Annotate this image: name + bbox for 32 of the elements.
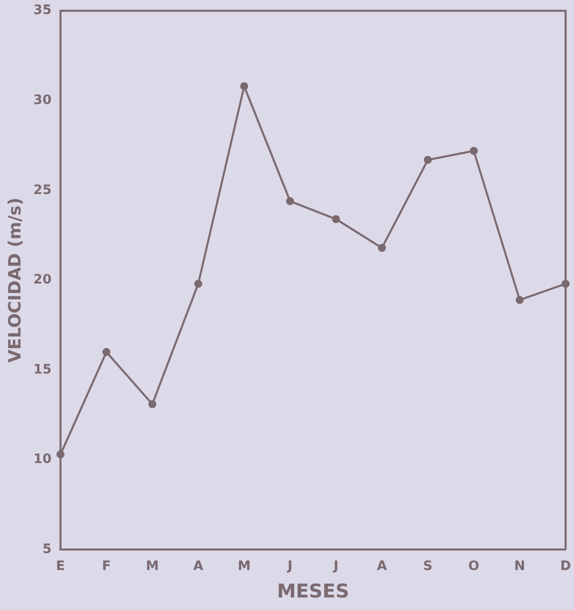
point bbox=[148, 400, 156, 408]
point bbox=[102, 348, 110, 356]
x-tick-label: J bbox=[332, 558, 338, 574]
x-tick-label: S bbox=[423, 558, 433, 574]
x-tick-label: M bbox=[238, 558, 251, 574]
x-tick-label: A bbox=[376, 558, 387, 574]
y-tick-label: 30 bbox=[33, 92, 52, 108]
y-tick-label: 10 bbox=[33, 452, 52, 468]
point bbox=[424, 156, 432, 164]
x-tick-label: M bbox=[146, 558, 159, 574]
point bbox=[194, 280, 202, 288]
x-tick-label: F bbox=[102, 558, 111, 574]
point bbox=[378, 244, 386, 252]
point bbox=[286, 197, 294, 206]
y-tick-label: 25 bbox=[33, 182, 52, 198]
point bbox=[516, 296, 524, 304]
x-tick-label: O bbox=[468, 558, 480, 574]
y-axis-title: VELOCIDAD (m/s) bbox=[6, 198, 26, 363]
x-tick-label: E bbox=[56, 558, 65, 574]
y-tick-label: 35 bbox=[33, 3, 52, 18]
y-tick-label: 5 bbox=[42, 542, 52, 557]
x-tick-label: D bbox=[560, 558, 572, 574]
x-tick-label: N bbox=[514, 558, 526, 574]
point bbox=[56, 450, 64, 458]
point bbox=[332, 215, 340, 224]
y-tick-label: 15 bbox=[33, 362, 52, 378]
x-tick-label: A bbox=[193, 558, 204, 574]
point bbox=[470, 146, 478, 155]
x-tick-label: J bbox=[286, 558, 293, 574]
x-axis-title: MESES bbox=[276, 580, 350, 603]
point bbox=[240, 82, 248, 90]
y-tick-label: 20 bbox=[33, 272, 52, 288]
